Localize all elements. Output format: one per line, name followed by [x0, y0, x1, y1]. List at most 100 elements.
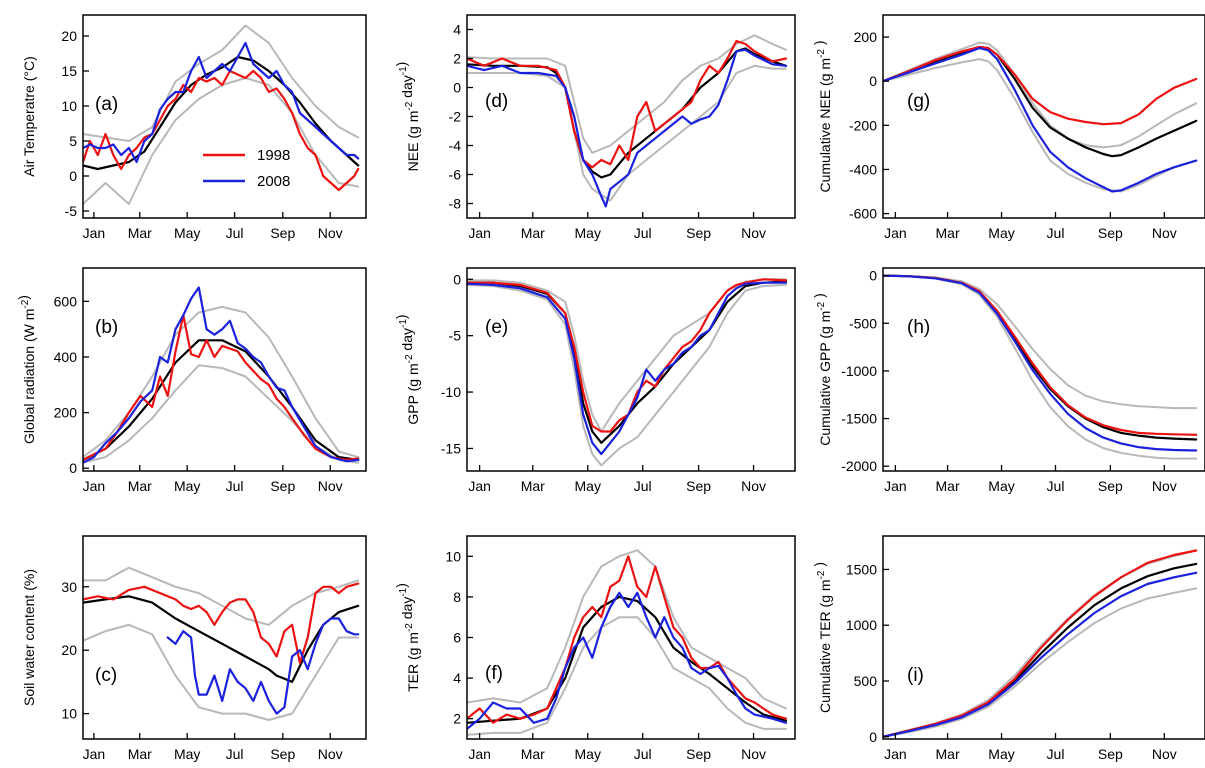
y-tick-label: 1000 — [846, 617, 877, 633]
series-line-1998 — [883, 274, 1198, 436]
series-line-upper — [883, 549, 1198, 738]
x-tick-label: Sep — [1098, 225, 1123, 241]
series-line-2008 — [467, 591, 788, 731]
x-tick-label: Mar — [936, 746, 960, 762]
panel-label: (i) — [907, 665, 924, 686]
series-line-2008 — [83, 286, 360, 464]
y-tick-label: 15 — [61, 63, 77, 79]
series-line-mean — [83, 339, 360, 461]
y-tick-label: 6 — [453, 630, 461, 646]
series-line-upper — [883, 274, 1198, 410]
series-line-mean — [83, 595, 360, 684]
x-tick-label: Jul — [634, 746, 652, 762]
x-tick-label: Jul — [1047, 225, 1065, 241]
series-line-mean — [467, 595, 788, 724]
y-tick-label: 8 — [453, 589, 461, 605]
series-line-2008 — [467, 281, 788, 456]
series-line-2008 — [467, 48, 788, 208]
x-tick-label: Nov — [741, 478, 766, 494]
legend-label: 1998 — [257, 147, 290, 164]
x-tick-label: Sep — [270, 225, 295, 241]
x-tick-label: May — [174, 746, 200, 762]
y-tick-label: 10 — [445, 548, 461, 564]
y-tick-label: -2 — [449, 109, 462, 125]
y-axis-label: Air Temperatre (°C) — [21, 56, 37, 176]
panel-label: (a) — [95, 94, 118, 115]
x-tick-label: Mar — [521, 478, 545, 494]
x-tick-label: May — [575, 746, 601, 762]
y-tick-label: -2000 — [841, 458, 877, 474]
x-tick-label: Nov — [1152, 746, 1177, 762]
x-tick-label: Jan — [83, 478, 106, 494]
y-tick-label: -200 — [849, 117, 877, 133]
y-tick-label: -15 — [441, 440, 461, 456]
series-line-lower — [83, 623, 360, 721]
series-line-1998 — [83, 69, 360, 192]
panel-g: -600 -400 -200 0 200 Jan Mar May Jul Sep Nov (g) Cum… — [811, 14, 1205, 241]
series-line-upper — [467, 278, 787, 433]
panel-c: 10 20 30 Jan Mar May Jul Sep Nov (c) Soil water co… — [21, 535, 367, 762]
panel-f: 2 4 6 8 10 Jan Mar May Jul Sep Nov (f) TER (g m-2 da… — [393, 535, 796, 762]
plot-frame — [882, 267, 1205, 472]
x-tick-label: Nov — [741, 746, 766, 762]
y-tick-label: -1000 — [841, 363, 877, 379]
series-line-lower — [883, 587, 1198, 738]
panel-i: 0 500 1000 1500 Jan Mar May Jul Sep Nov (i) Cumulat… — [811, 535, 1205, 762]
y-tick-label: -10 — [441, 384, 461, 400]
panel-label: (b) — [95, 317, 118, 338]
panel-label: (g) — [907, 91, 930, 112]
x-tick-label: Nov — [318, 225, 343, 241]
panel-b: 0 200 400 600 Jan Mar May Jul Sep Nov (b) Global ra… — [15, 267, 367, 494]
series-group — [883, 41, 1198, 193]
series-line-lower — [883, 274, 1198, 460]
x-tick-label: May — [575, 225, 601, 241]
plot-frame — [466, 267, 796, 472]
y-tick-label: 200 — [54, 405, 78, 421]
series-line-2008 — [883, 46, 1198, 193]
panel-e: -15 -10 -5 0 Jan Mar May Jul Sep Nov (e) GPP (g m-2… — [393, 267, 796, 494]
x-tick-label: Nov — [1152, 225, 1177, 241]
x-tick-label: Mar — [936, 225, 960, 241]
x-tick-label: Nov — [318, 746, 343, 762]
series-line-2008 — [883, 571, 1198, 738]
x-tick-label: Jul — [634, 225, 652, 241]
series-line-1998 — [883, 549, 1198, 738]
y-tick-label: 10 — [61, 706, 77, 722]
x-tick-label: Sep — [1098, 746, 1123, 762]
y-tick-label: 1500 — [846, 561, 877, 577]
series-group — [83, 286, 360, 464]
x-tick-label: Jan — [884, 746, 907, 762]
series-group — [83, 566, 360, 721]
x-tick-label: Sep — [686, 746, 711, 762]
series-line-1998 — [467, 39, 788, 169]
y-tick-label: -600 — [849, 206, 877, 222]
x-tick-label: Sep — [1098, 478, 1123, 494]
panel-label: (f) — [485, 663, 503, 684]
series-line-2008 — [83, 41, 360, 164]
y-axis-label: Soil water content (%) — [21, 569, 37, 706]
x-tick-label: Nov — [318, 478, 343, 494]
series-line-upper — [467, 549, 787, 710]
x-tick-label: Mar — [521, 746, 545, 762]
y-axis-label: GPP (g m-2 day-1) — [393, 314, 421, 424]
x-tick-label: May — [174, 478, 200, 494]
plot-frame — [82, 14, 367, 219]
y-tick-label: 0 — [453, 80, 461, 96]
x-tick-label: Mar — [128, 225, 152, 241]
y-tick-label: -400 — [849, 161, 877, 177]
x-tick-label: Jan — [468, 746, 491, 762]
x-tick-label: Jan — [83, 225, 106, 241]
x-tick-label: May — [988, 225, 1014, 241]
x-tick-label: Jan — [83, 746, 106, 762]
x-tick-label: May — [174, 225, 200, 241]
x-tick-label: Jul — [634, 478, 652, 494]
panel-a: -5 0 5 10 15 20 Jan Mar May Jul Sep Nov (a) Air Tempe… — [21, 14, 367, 241]
plot-frame — [82, 535, 367, 740]
series-line-1998 — [467, 278, 788, 433]
plot-frame — [882, 535, 1205, 740]
y-tick-label: 2 — [453, 51, 461, 67]
y-tick-label: 0 — [69, 460, 77, 476]
y-axis-label: Cumulative TER (g m-2 ) — [811, 562, 833, 713]
x-tick-label: Jan — [468, 478, 491, 494]
